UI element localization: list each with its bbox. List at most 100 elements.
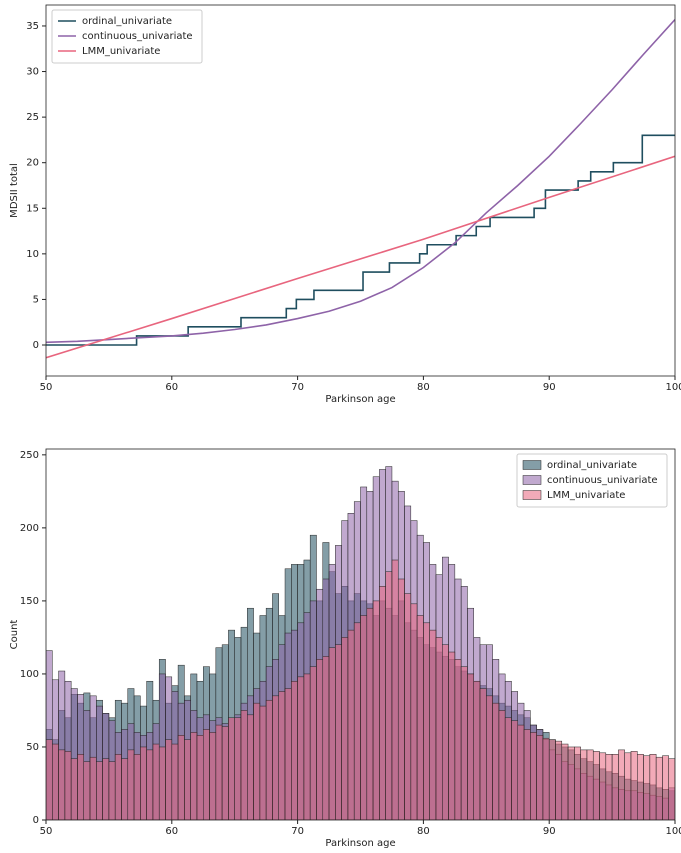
bar — [64, 751, 72, 820]
bar — [102, 758, 110, 820]
x-axis-label: Parkinson age — [325, 394, 395, 405]
bar — [177, 735, 185, 820]
bar — [278, 691, 286, 820]
bar — [341, 637, 349, 820]
axes-frame — [45, 448, 676, 821]
x-axis-label: Parkinson age — [325, 838, 395, 849]
line — [46, 155, 675, 359]
bar — [209, 732, 217, 820]
bar — [114, 754, 122, 820]
x-tick-label: 70 — [291, 826, 304, 837]
y-tick-label: 15 — [26, 203, 39, 214]
legend: ordinal_univariate continuous_univariate L… — [51, 9, 203, 64]
x-tick-label: 50 — [40, 382, 53, 393]
axes-frame — [45, 4, 676, 377]
legend-swatch — [522, 460, 542, 470]
legend-label: LMM_univariate — [547, 490, 625, 501]
y-tick-label: 250 — [20, 450, 39, 461]
bar — [215, 724, 223, 820]
bar — [592, 751, 600, 820]
bar — [397, 578, 405, 820]
bar — [624, 752, 632, 820]
bar — [58, 749, 66, 820]
bar — [303, 673, 311, 820]
bar — [467, 673, 474, 820]
bar — [618, 749, 625, 820]
plot-area — [46, 19, 675, 359]
bar — [366, 607, 374, 820]
x-tick-label: 60 — [165, 382, 178, 393]
bar — [530, 732, 537, 820]
bar — [228, 717, 235, 820]
bar — [548, 739, 556, 820]
line-chart: 50 60 70 80 90 100 0 5 10 15 20 25 30 35 Parkinson age… — [9, 4, 681, 405]
bar — [498, 710, 506, 820]
y-tick-label: 0 — [33, 340, 39, 351]
bar — [404, 593, 412, 820]
bar — [272, 695, 279, 820]
x-tick-label: 80 — [417, 382, 430, 393]
bar — [309, 666, 317, 820]
bar — [196, 735, 204, 820]
legend-label: continuous_univariate — [82, 31, 193, 42]
bar — [96, 761, 103, 820]
bar — [347, 629, 355, 820]
bar — [203, 729, 210, 820]
bar — [605, 754, 613, 820]
bar — [297, 676, 305, 820]
x-tick-label: 100 — [665, 382, 681, 393]
bar — [328, 647, 336, 820]
bar — [89, 756, 97, 820]
y-tick-label: 5 — [33, 294, 39, 305]
bar — [152, 743, 160, 820]
bar — [284, 688, 292, 820]
y-axis-label: MDSII total — [9, 163, 20, 218]
legend-label: ordinal_univariate — [82, 16, 172, 27]
bar — [523, 729, 531, 820]
bar — [442, 644, 449, 820]
bar — [265, 699, 273, 820]
bar — [542, 737, 550, 820]
bar — [184, 739, 191, 820]
legend: ordinal_univariate continuous_univariate L… — [516, 453, 668, 508]
bar — [423, 622, 430, 820]
legend-label: LMM_univariate — [82, 46, 160, 57]
bar — [637, 754, 644, 820]
line — [46, 19, 675, 344]
y-axis-label: Count — [9, 620, 20, 650]
legend-label: continuous_univariate — [547, 475, 658, 486]
y-tick-label: 30 — [26, 67, 39, 78]
bar — [379, 586, 386, 820]
bar — [221, 726, 229, 820]
legend-frame — [516, 453, 668, 508]
bar — [234, 717, 242, 820]
bar — [511, 720, 518, 820]
bar — [567, 746, 575, 820]
y-tick-label: 35 — [26, 21, 39, 32]
histogram-chart: 5060708090100050100150200250Parkinson ag… — [9, 448, 681, 849]
bar — [165, 739, 173, 820]
bar — [385, 571, 393, 820]
bar — [586, 749, 594, 820]
bar — [448, 651, 456, 820]
bar — [668, 758, 675, 820]
y-tick-label: 20 — [26, 158, 39, 169]
bar — [410, 603, 418, 820]
bar — [335, 644, 342, 820]
bar — [580, 749, 588, 820]
bar — [158, 746, 166, 820]
legend-swatch — [522, 490, 542, 500]
bar — [630, 751, 638, 820]
y-tick-label: 150 — [20, 596, 39, 607]
x-tick-label: 70 — [291, 382, 304, 393]
x-tick-label: 100 — [665, 826, 681, 837]
bar — [171, 743, 179, 820]
bar — [240, 710, 248, 820]
bar — [643, 755, 651, 820]
bar — [504, 717, 512, 820]
bar — [492, 702, 500, 820]
bar — [322, 656, 330, 820]
bar — [391, 559, 399, 820]
bar — [316, 659, 324, 820]
